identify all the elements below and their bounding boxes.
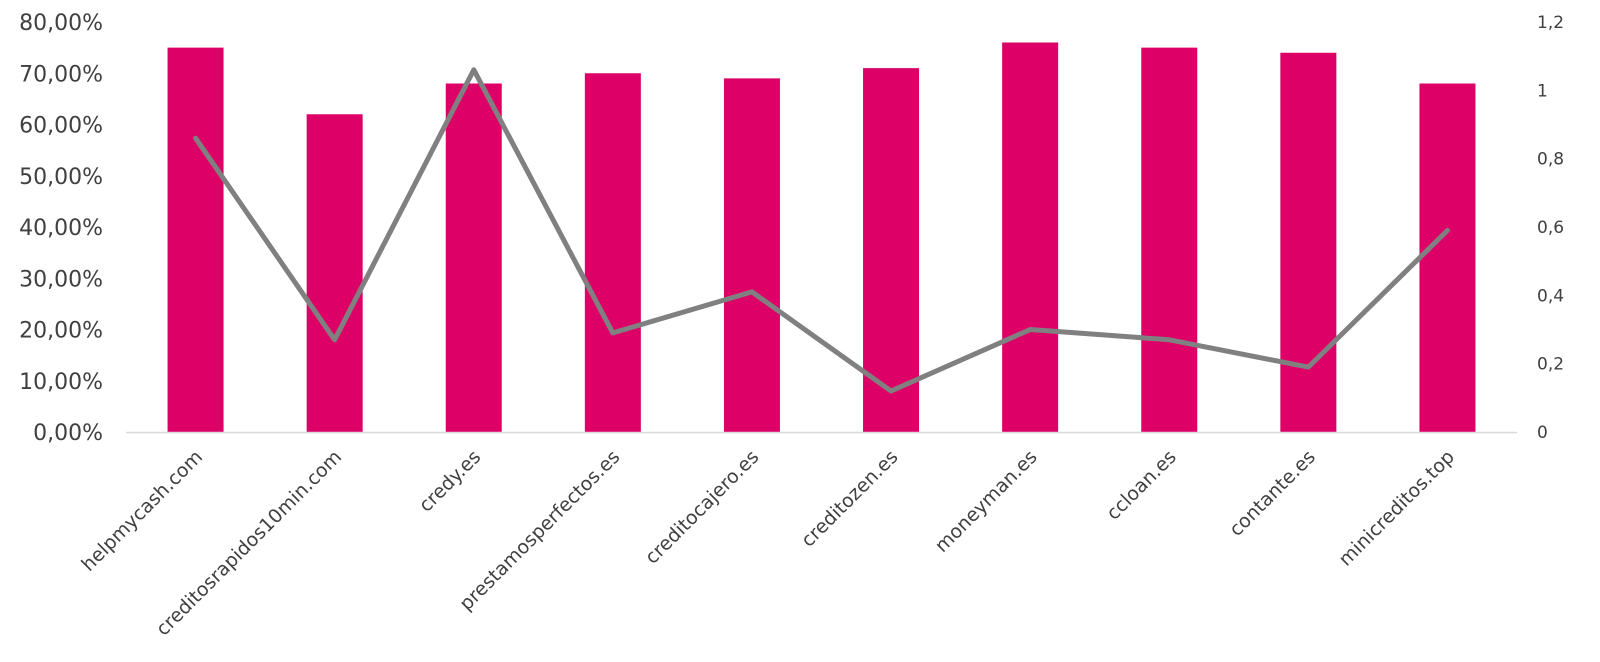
- x-axis-tick-label: credy.es: [415, 446, 486, 517]
- bar: [863, 68, 920, 432]
- y-axis-left-tick-label: 70,00%: [19, 62, 103, 87]
- y-axis-right-tick-label: 1,2: [1537, 13, 1564, 33]
- y-axis-left-tick-label: 30,00%: [19, 267, 103, 292]
- bars-layer: [167, 42, 1476, 432]
- y-axis-left-tick-label: 80,00%: [19, 11, 103, 36]
- y-axis-right-tick-label: 1: [1537, 81, 1548, 101]
- x-axis-tick-label: minicreditos.top: [1334, 446, 1459, 571]
- y-axis-right-tick-label: 0: [1537, 423, 1548, 443]
- series-line: [193, 67, 1450, 394]
- x-axis-tick-label: creditozen.es: [797, 446, 903, 552]
- x-axis-tick-label: prestamosperfectos.es: [455, 446, 624, 615]
- y-axis-right-tick-label: 0,4: [1537, 286, 1564, 306]
- bar: [306, 114, 363, 432]
- y-axis-right-tick-label: 0,2: [1537, 355, 1564, 375]
- x-axis-tick-label: ccloan.es: [1102, 446, 1181, 525]
- y-axis-left-tick-label: 20,00%: [19, 319, 103, 344]
- y-axis-left-tick-label: 0,00%: [33, 421, 103, 446]
- bar: [723, 78, 780, 432]
- bar: [445, 83, 502, 432]
- bar: [1002, 42, 1059, 432]
- bar: [1280, 52, 1337, 432]
- bar: [584, 73, 641, 432]
- x-axis-tick-label: contante.es: [1225, 446, 1320, 541]
- y-axis-left-tick-label: 50,00%: [19, 165, 103, 190]
- y-axis-left-tick-label: 10,00%: [19, 370, 103, 395]
- bar: [1419, 83, 1476, 432]
- y-axis-right-tick-label: 0,6: [1537, 218, 1564, 238]
- bar: [167, 47, 224, 432]
- bar: [1141, 47, 1198, 432]
- y-axis-left-tick-label: 60,00%: [19, 114, 103, 139]
- x-axis-tick-label: moneyman.es: [931, 446, 1042, 557]
- line-layer: [193, 67, 1450, 394]
- x-axis-tick-label: creditocajero.es: [641, 446, 764, 569]
- x-axis-tick-label: helpmycash.com: [77, 446, 207, 576]
- y-axis-left-tick-label: 40,00%: [19, 216, 103, 241]
- y-axis-right-tick-label: 0,8: [1537, 150, 1564, 170]
